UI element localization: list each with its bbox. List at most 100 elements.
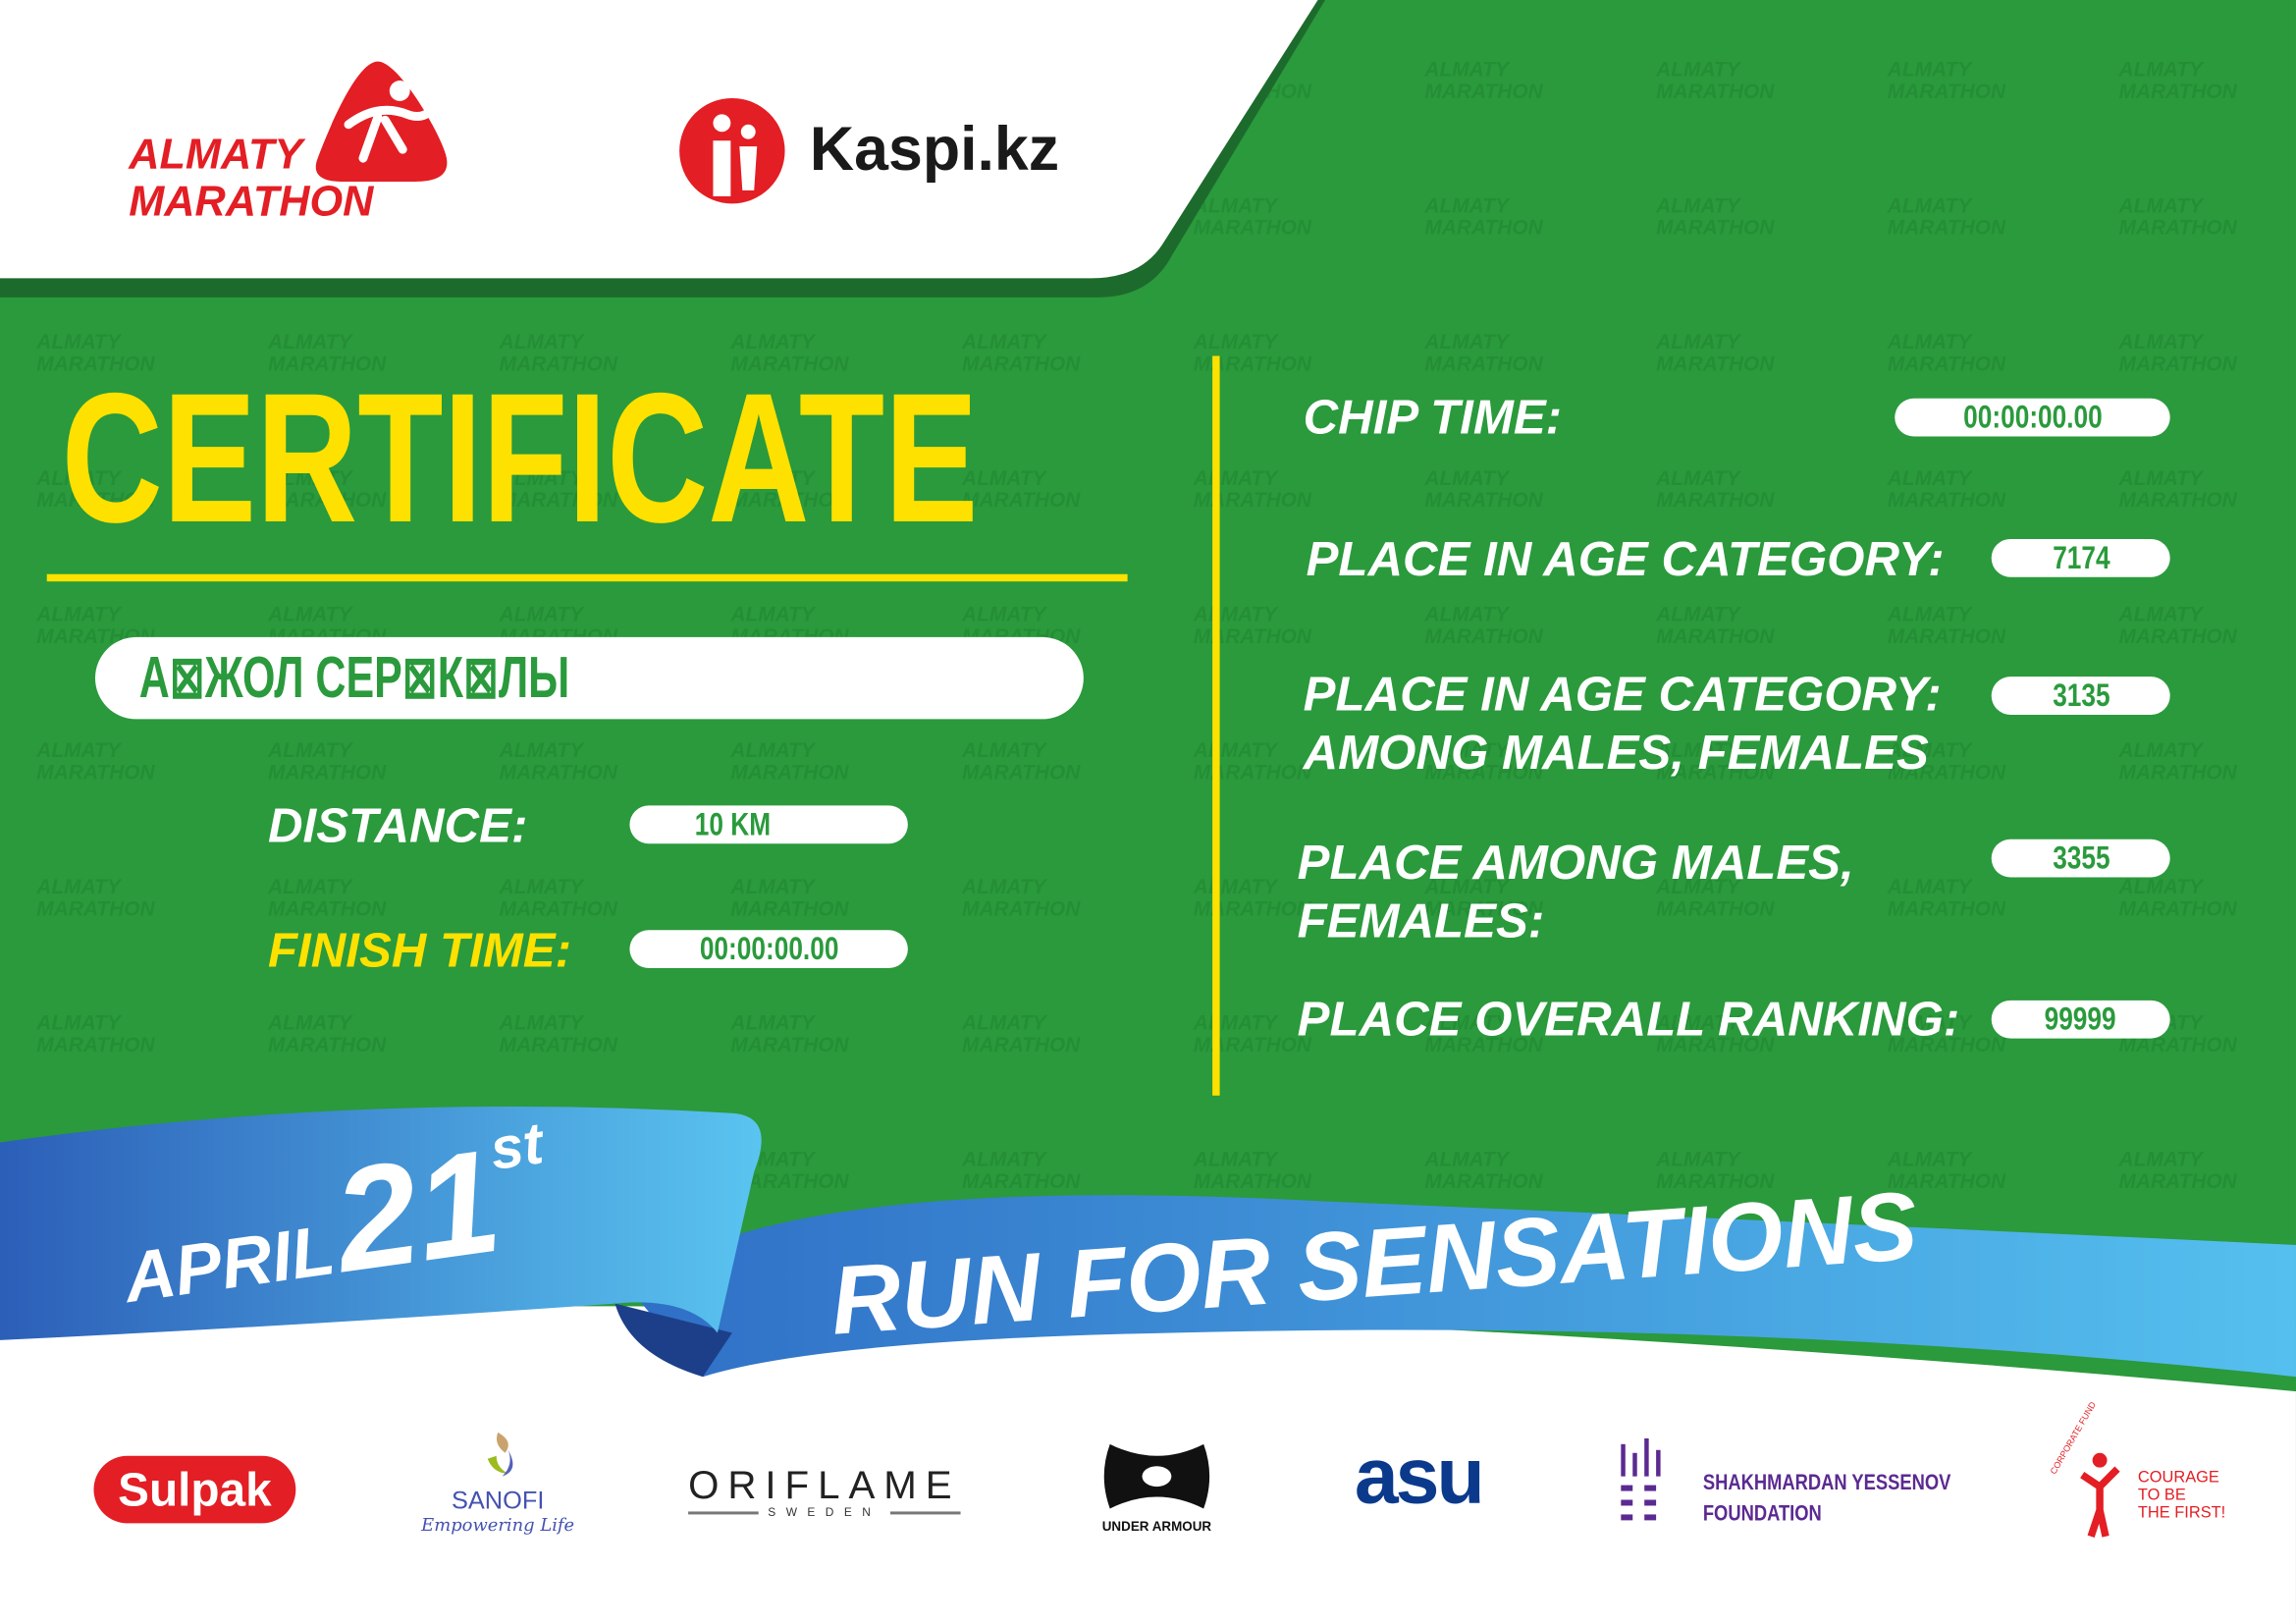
age-category-gender-label-line2: AMONG MALES, FEMALES	[1303, 725, 1929, 780]
chip-time-label: CHIP TIME:	[1303, 389, 1563, 444]
oriflame-sub: SWEDEN	[688, 1505, 961, 1519]
oriflame-text: ORIFLAME	[688, 1463, 961, 1507]
certificate-title: CERTIFICATE	[61, 353, 979, 562]
chip-time-value: 00:00:00.00	[1895, 398, 2170, 437]
event-day-suffix: st	[486, 1111, 548, 1183]
finish-time-value: 00:00:00.00	[629, 930, 908, 969]
kaspi-icon	[679, 97, 785, 204]
overall-ranking-value: 99999	[1991, 1000, 2170, 1039]
distance-label: DISTANCE:	[267, 797, 528, 853]
sanofi-tagline: Empowering Life	[421, 1514, 575, 1536]
age-category-label: PLACE IN AGE CATEGORY:	[1306, 531, 1945, 586]
courage-line1: COURAGE	[2137, 1469, 2219, 1488]
courage-text: COURAGE TO BE THE FIRST!	[2138, 1469, 2225, 1522]
gender-place-label-line1: PLACE AMONG MALES,	[1297, 835, 1854, 890]
yessenov-icon	[1621, 1437, 1661, 1521]
header-panel	[0, 0, 1325, 298]
yessenov-line1: SHAKHMARDAN YESSENOV	[1702, 1470, 1951, 1496]
under-armour-logo: UNDER ARMOUR	[1076, 1441, 1237, 1534]
participant-name: А⊠ЖОЛ СЕР⊠К⊠ЛЫ	[138, 645, 570, 711]
gender-place-label-line2: FEMALES:	[1297, 893, 1545, 948]
age-category-gender-value: 3135	[1991, 677, 2170, 715]
age-category-value: 7174	[1991, 538, 2170, 577]
courage-fund-logo: CORPORATE FUND COURAGE TO BE THE FIRST!	[2050, 1401, 2225, 1538]
courage-line3: THE FIRST!	[2137, 1503, 2226, 1522]
runner-icon	[315, 61, 448, 182]
event-day: 21	[325, 1118, 509, 1304]
logo-line-2: MARATHON	[129, 178, 374, 226]
overall-ranking-label: PLACE OVERALL RANKING:	[1297, 991, 1960, 1047]
logo-line-1: ALMATY	[129, 132, 303, 179]
column-divider	[1212, 355, 1220, 1096]
asu-logo: asu	[1354, 1432, 1485, 1521]
kaspi-logo: Kaspi.kz	[678, 96, 1074, 206]
sanofi-logo: SANOFI Empowering Life	[417, 1430, 578, 1535]
yessenov-text: SHAKHMARDAN YESSENOV FOUNDATION	[1703, 1468, 1950, 1530]
almaty-marathon-logo: ALMATY MARATHON	[129, 59, 458, 235]
almaty-logo-text: ALMATY MARATHON	[129, 132, 373, 225]
kaspi-logo-text: Kaspi.kz	[809, 114, 1060, 184]
sulpak-logo: Sulpak	[93, 1455, 296, 1524]
courage-line2: TO BE	[2137, 1487, 2186, 1504]
age-category-gender-label-line1: PLACE IN AGE CATEGORY:	[1303, 666, 1942, 721]
participant-name-field: А⊠ЖОЛ СЕР⊠К⊠ЛЫ	[94, 636, 1084, 720]
under-armour-icon	[1103, 1443, 1210, 1509]
distance-value: 10 KM	[629, 805, 908, 844]
yessenov-line2: FOUNDATION	[1702, 1500, 1822, 1527]
